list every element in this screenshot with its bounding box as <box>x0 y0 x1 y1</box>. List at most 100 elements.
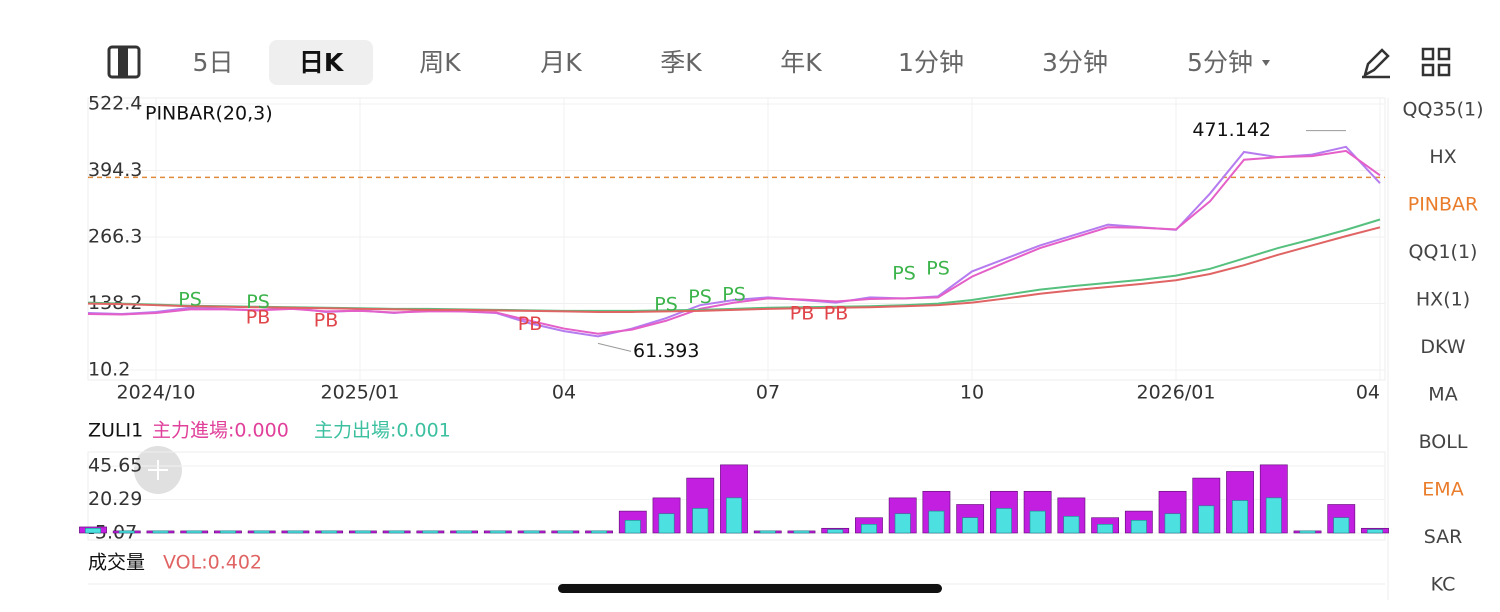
layout-icon[interactable] <box>107 45 141 79</box>
bar <box>1265 497 1282 534</box>
bar <box>321 530 338 534</box>
signal-label: PS <box>722 283 746 305</box>
tab[interactable]: 年K <box>780 48 822 77</box>
tab[interactable]: 5日 <box>193 48 234 77</box>
bar <box>1367 529 1383 534</box>
indicator[interactable]: QQ35(1) <box>1402 99 1483 121</box>
bar <box>827 529 844 534</box>
dropdown-arrow <box>1262 60 1270 66</box>
panel-title: 成交量 <box>88 552 145 574</box>
tab[interactable]: 3分钟 <box>1042 48 1108 77</box>
annotation: 471.142 <box>1192 119 1271 141</box>
indicator[interactable]: HX <box>1429 146 1456 168</box>
add-icon <box>148 460 168 480</box>
bar <box>422 530 439 534</box>
bar <box>692 508 709 534</box>
x-tick-label: 2024/10 <box>117 382 196 404</box>
signal-label: PB <box>246 307 271 329</box>
signal-label: PS <box>926 257 950 279</box>
bar <box>658 513 675 534</box>
bar <box>1130 520 1147 534</box>
tab[interactable]: 日K <box>299 48 345 77</box>
signal-label: PB <box>518 313 543 335</box>
bar <box>118 530 135 534</box>
bar <box>354 530 371 534</box>
indicator[interactable]: EMA <box>1422 479 1463 501</box>
bar <box>995 508 1012 534</box>
bar <box>591 530 608 534</box>
y-tick-label: 20.29 <box>88 488 142 510</box>
indicator[interactable]: QQ1(1) <box>1409 241 1478 263</box>
grid-icon[interactable] <box>1421 47 1451 77</box>
bar <box>928 510 945 534</box>
signal-label: PB <box>824 303 849 325</box>
panel-frame <box>87 451 1386 541</box>
bar <box>1198 505 1215 534</box>
bar <box>489 530 506 534</box>
bar <box>557 530 574 534</box>
signal-label: PS <box>178 288 202 310</box>
signal-label: PB <box>790 303 815 325</box>
series-line <box>87 226 1381 313</box>
bar <box>894 513 911 534</box>
signal-label: PB <box>314 309 339 331</box>
indicator[interactable]: KC <box>1431 574 1456 596</box>
indicator[interactable]: BOLL <box>1419 431 1468 453</box>
bar <box>85 527 101 534</box>
bar <box>253 530 270 534</box>
bar <box>759 530 776 534</box>
signal-label: PS <box>246 291 270 313</box>
indicator[interactable]: DKW <box>1420 336 1465 358</box>
indicator[interactable]: PINBAR <box>1408 194 1479 216</box>
indicator[interactable]: HX(1) <box>1416 289 1470 311</box>
indicator[interactable]: MA <box>1428 384 1457 406</box>
bar <box>456 530 473 534</box>
leader-line <box>597 342 632 352</box>
bar <box>1029 510 1046 534</box>
x-tick-label: 04 <box>552 382 576 404</box>
bar <box>860 524 877 534</box>
bar <box>962 517 979 534</box>
bar <box>219 530 236 534</box>
indicator-title: PINBAR(20,3) <box>145 103 273 125</box>
tab[interactable]: 1分钟 <box>898 48 964 77</box>
panel-title: ZULI1 <box>88 420 143 442</box>
bar <box>388 530 405 534</box>
legend-entry: VOL:0.402 <box>163 552 262 574</box>
plot-frame <box>87 97 1386 381</box>
tab[interactable]: 周K <box>419 48 461 77</box>
tab[interactable]: 月K <box>540 48 582 77</box>
bar <box>1299 530 1316 534</box>
signal-label: PS <box>892 263 916 285</box>
bar <box>1097 524 1114 534</box>
y-tick-label: 10.2 <box>88 359 130 381</box>
bar <box>523 530 540 534</box>
tab[interactable]: 季K <box>660 48 702 77</box>
bar <box>186 530 203 534</box>
annotation: 61.393 <box>633 340 699 362</box>
y-tick-label: 266.3 <box>88 226 142 248</box>
legend-entry: 主力進場:0.000 <box>152 420 289 442</box>
x-tick-label: 2025/01 <box>321 382 400 404</box>
tab[interactable]: 5分钟 <box>1187 48 1253 77</box>
bar <box>287 530 304 534</box>
draw-icon[interactable] <box>1362 48 1390 79</box>
x-tick-label: 2026/01 <box>1137 382 1216 404</box>
selected-tab-bg <box>269 40 373 85</box>
series-line <box>87 149 1381 335</box>
y-tick-label: 522.4 <box>88 93 142 115</box>
bar <box>1063 516 1080 534</box>
home-indicator <box>558 584 942 593</box>
bar <box>726 497 742 534</box>
indicator[interactable]: SAR <box>1424 526 1463 548</box>
bar <box>624 520 641 534</box>
bar <box>1164 513 1181 534</box>
bar <box>152 530 169 534</box>
bar <box>793 530 810 534</box>
signal-label: PS <box>654 294 678 316</box>
y-tick-label: 45.65 <box>88 455 142 477</box>
x-tick-label: 10 <box>960 382 984 404</box>
x-tick-label: 07 <box>756 382 780 404</box>
y-tick-label: 394.3 <box>88 159 142 181</box>
